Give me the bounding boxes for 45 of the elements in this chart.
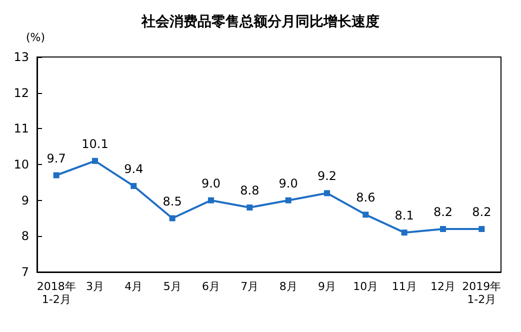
point [130,183,137,189]
x-tick-label: 3月 [86,280,104,293]
data-label: 9.0 [278,176,298,190]
x-tick-label: 2018年 1-2月 [36,280,76,306]
point [440,226,446,232]
data-label: 8.6 [356,190,376,205]
point [362,212,369,218]
y-tick-label: 11 [14,122,29,136]
data-label: 8.5 [162,194,182,208]
y-tick-label: 7 [21,265,29,279]
data-label: 8.8 [240,184,260,198]
point [169,215,176,222]
data-label: 8.1 [394,208,414,223]
y-axis-title: (%) [26,31,45,44]
point [208,197,214,204]
x-tick-label: 4月 [124,280,143,293]
y-tick-label: 13 [14,50,29,64]
x-tick-label: 10月 [353,280,378,293]
point [246,204,253,210]
point [92,158,98,164]
data-label: 9.2 [317,169,337,184]
y-tick-label: 12 [14,86,29,100]
y-tick-label: 10 [14,158,29,172]
y-tick-label: 9 [21,193,29,208]
x-tick-label: 9月 [318,280,336,293]
data-label: 8.2 [433,205,453,219]
data-label: 10.1 [82,136,108,151]
y-tick-label: 8 [21,229,29,244]
point [53,172,60,178]
x-tick-label: 12月 [430,280,456,293]
x-tick-label: 8月 [279,280,298,293]
point [285,197,292,204]
x-tick-label: 7月 [240,280,259,293]
x-tick-label: 2019年 1-2月 [462,280,502,306]
data-label: 8.2 [472,205,492,219]
point [478,226,485,232]
data-label: 9.7 [46,151,66,166]
x-tick-label: 6月 [202,280,220,293]
point [324,190,330,196]
chart-title: 社会消费品零售总额分月同比增长速度 [140,13,380,30]
x-tick-label: 11月 [392,280,417,293]
x-tick-label: 5月 [163,280,182,293]
data-label: 9.0 [201,176,221,190]
data-label: 9.4 [124,162,144,176]
point [401,230,408,236]
